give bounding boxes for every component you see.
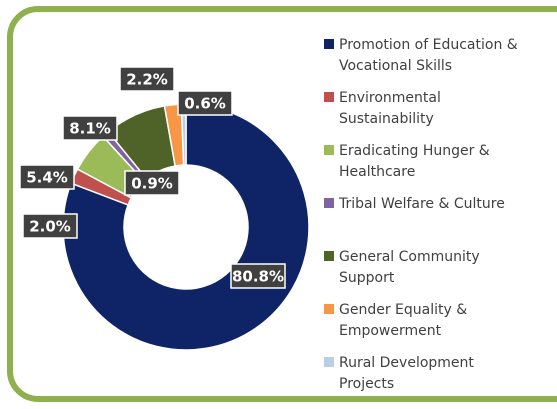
data-label: 80.8%: [232, 268, 284, 286]
legend-line: Sustainability: [339, 111, 434, 127]
legend-line: Healthcare: [339, 164, 415, 180]
legend-label: Tribal Welfare & Culture: [338, 196, 505, 212]
legend-label: Rural Development Projects: [339, 355, 474, 392]
legend-label: General Community Support: [339, 249, 480, 286]
legend-line: Gender Equality &: [339, 302, 467, 318]
legend-swatch: [324, 198, 334, 208]
data-label-box: [22, 213, 78, 239]
legend-line: Promotion of Education &: [339, 37, 518, 53]
data-label-box: [119, 66, 175, 92]
legend-line: Projects: [339, 376, 394, 392]
legend-swatch: [324, 39, 334, 49]
data-label: 2.0%: [29, 218, 71, 236]
legend-label: Promotion of Education & Vocational Skill…: [339, 37, 518, 74]
legend-swatch: [324, 304, 334, 314]
legend-line: Rural Development: [339, 355, 474, 371]
data-label: 2.2%: [126, 71, 168, 89]
legend-line: Environmental: [339, 90, 441, 106]
legend-label: Eradicating Hunger & Healthcare: [339, 143, 490, 180]
legend-line: Vocational Skills: [339, 58, 452, 74]
data-label: 0.6%: [184, 95, 226, 113]
legend-swatch: [324, 145, 334, 155]
data-label: 5.4%: [26, 169, 68, 187]
data-label-box: [124, 170, 180, 196]
legend-label: Gender Equality & Empowerment: [339, 302, 467, 339]
data-label: 8.1%: [69, 120, 111, 138]
legend-line: Tribal Welfare & Culture: [338, 196, 505, 212]
legend-swatch: [324, 251, 334, 261]
data-label-box: [62, 115, 118, 141]
data-label-box: [19, 164, 75, 190]
data-label-box: [177, 90, 233, 116]
legend-line: Empowerment: [339, 323, 442, 339]
legend-swatch: [324, 357, 334, 367]
legend-swatch: [324, 92, 334, 102]
legend-label: Environmental Sustainability: [339, 90, 441, 127]
legend-line: Eradicating Hunger &: [339, 143, 490, 159]
legend-line: Support: [339, 270, 395, 286]
data-label-box: [230, 263, 286, 289]
data-label: 0.9%: [131, 175, 173, 193]
legend-line: General Community: [339, 249, 480, 265]
